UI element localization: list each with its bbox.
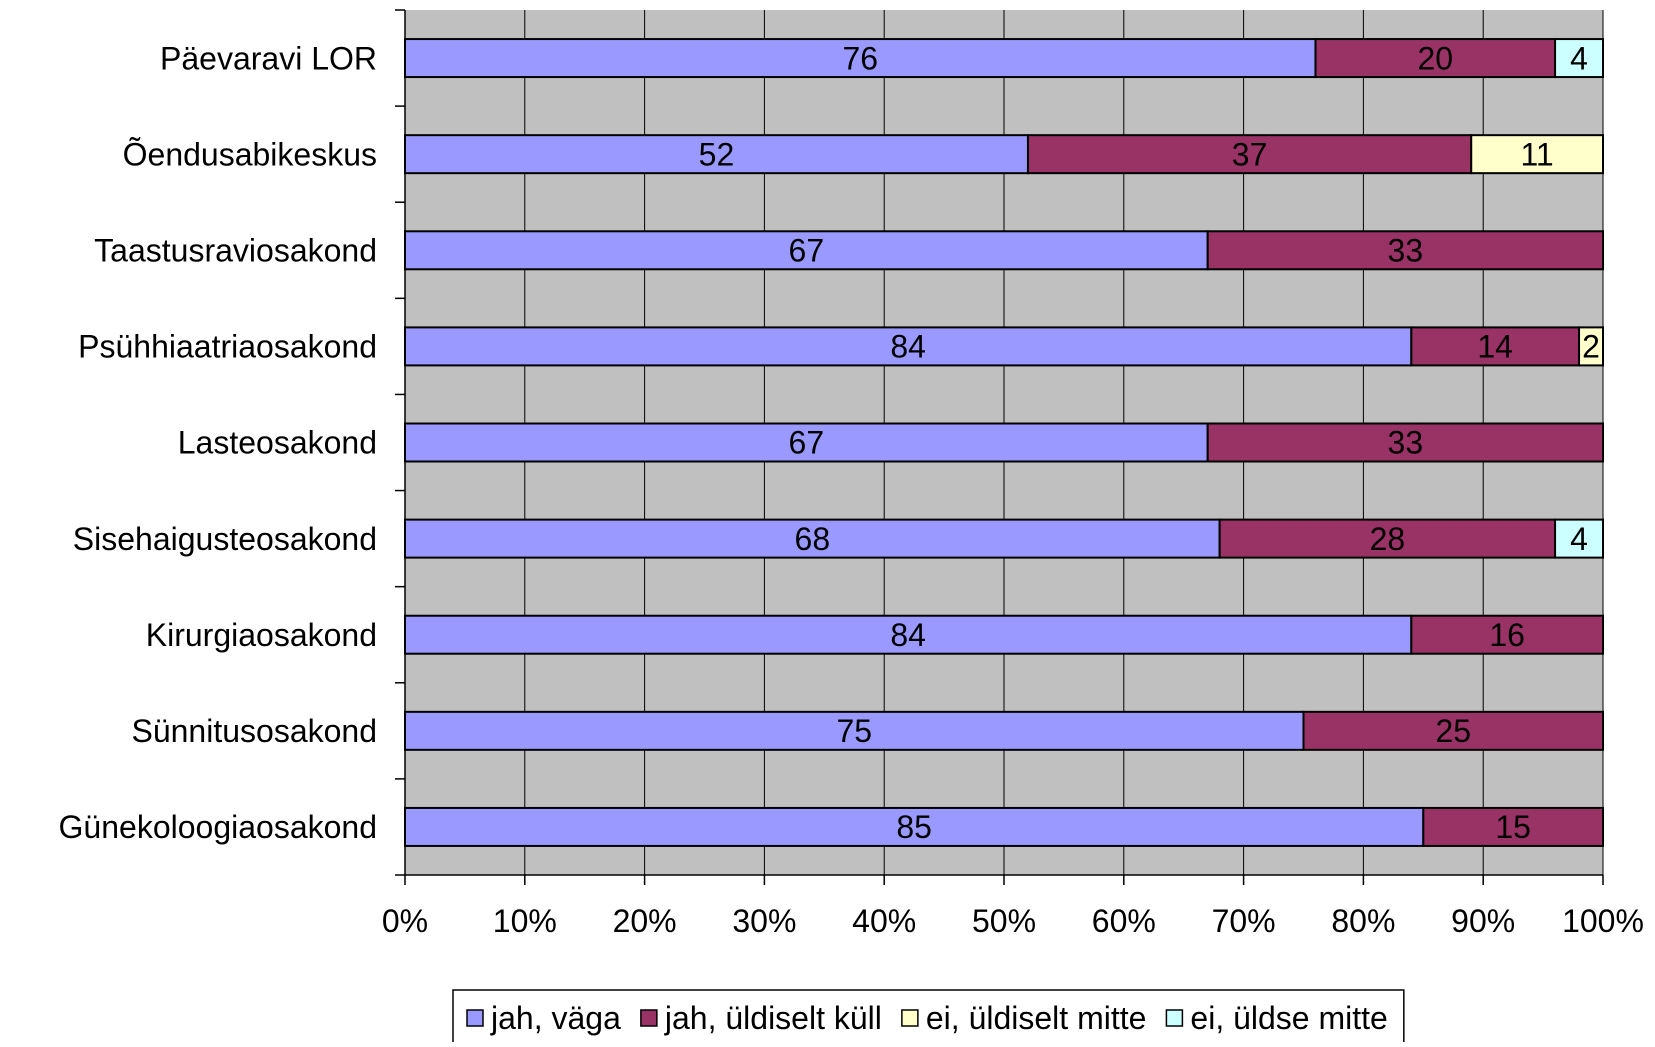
x-tick-label: 70% — [1212, 903, 1276, 939]
category-label: Päevaravi LOR — [160, 40, 377, 76]
x-tick-label: 100% — [1562, 903, 1644, 939]
data-label: 84 — [890, 617, 926, 653]
category-label: Õendusabikeskus — [123, 136, 377, 172]
bar-segment — [1206, 422, 1605, 463]
x-tick-label: 90% — [1451, 903, 1515, 939]
bar-segment — [1206, 230, 1605, 271]
data-label: 67 — [789, 232, 825, 268]
x-tick-label: 60% — [1092, 903, 1156, 939]
data-label: 85 — [896, 809, 932, 845]
legend-swatch — [640, 1009, 658, 1027]
bar-segment — [404, 326, 1413, 367]
data-label: 33 — [1388, 232, 1424, 268]
x-tick-label: 50% — [972, 903, 1036, 939]
data-label: 11 — [1521, 136, 1554, 172]
category-label: Psühhiaatriaosakond — [78, 329, 377, 365]
data-label: 15 — [1495, 809, 1531, 845]
x-tick-label: 0% — [382, 903, 428, 939]
data-label: 14 — [1477, 329, 1513, 365]
bar-segment — [1302, 710, 1604, 751]
x-tick-label: 30% — [732, 903, 796, 939]
bar-segment — [404, 134, 1029, 175]
category-label: Kirurgiaosakond — [146, 617, 377, 653]
x-tick-label: 20% — [613, 903, 677, 939]
x-tick-label: 80% — [1331, 903, 1395, 939]
x-tick-label: 40% — [852, 903, 916, 939]
data-label: 52 — [699, 136, 735, 172]
bar-segment — [404, 710, 1305, 751]
category-label: Lasteosakond — [178, 425, 377, 461]
bar-segment — [1470, 134, 1604, 175]
data-label: 33 — [1388, 425, 1424, 461]
data-label: 25 — [1435, 713, 1471, 749]
category-label: Günekoloogiaosakond — [59, 809, 377, 845]
legend-box — [452, 989, 1405, 1047]
bar-segment — [1218, 518, 1557, 559]
data-label: 68 — [795, 521, 831, 557]
data-label: 84 — [890, 329, 926, 365]
category-label: Sünnitusosakond — [131, 713, 377, 749]
category-label: Taastusraviosakond — [94, 232, 377, 268]
bar-segment — [1314, 38, 1557, 79]
legend-swatch — [1165, 1009, 1184, 1027]
data-label: 4 — [1570, 521, 1588, 557]
data-label: 67 — [789, 425, 825, 461]
bar-segment — [1410, 326, 1581, 367]
bar-segment — [1578, 326, 1605, 367]
bar-segment — [404, 806, 1425, 847]
data-label: 20 — [1417, 40, 1453, 76]
data-label: 28 — [1370, 521, 1406, 557]
legend-swatch — [466, 1009, 484, 1027]
legend: jah, väga jah, üldiselt küll ei, üldiselt … — [452, 989, 1405, 1047]
data-label: 16 — [1489, 617, 1525, 653]
x-tick-label: 10% — [493, 903, 557, 939]
data-label: 75 — [836, 713, 872, 749]
data-label: 4 — [1570, 40, 1588, 76]
data-label: 2 — [1582, 329, 1600, 365]
bar-segment — [404, 422, 1209, 463]
bar-segment — [1554, 518, 1604, 559]
legend-label: ei, üldiselt mitte — [926, 1000, 1147, 1036]
legend-label: jah, üldiselt küll — [664, 1000, 882, 1036]
data-label: 76 — [842, 40, 878, 76]
data-label: 37 — [1232, 136, 1268, 172]
bar-segment — [1422, 806, 1605, 847]
category-label: Sisehaigusteosakond — [73, 521, 377, 557]
axes: Päevaravi LOR Õendusabikeskus Taastusravio… — [59, 9, 1644, 939]
bar-segment — [1554, 38, 1604, 79]
bar-segment — [1410, 614, 1604, 655]
legend-swatch — [901, 1009, 919, 1027]
bars: 76 20 4 52 37 11 67 33 84 14 2 67 33 68 28 4 84 16 75 25 85 1… — [404, 38, 1605, 847]
bar-segment — [1026, 134, 1473, 175]
legend-label: ei, üldse mitte — [1190, 1000, 1387, 1036]
legend-label: jah, väga — [490, 1000, 621, 1036]
